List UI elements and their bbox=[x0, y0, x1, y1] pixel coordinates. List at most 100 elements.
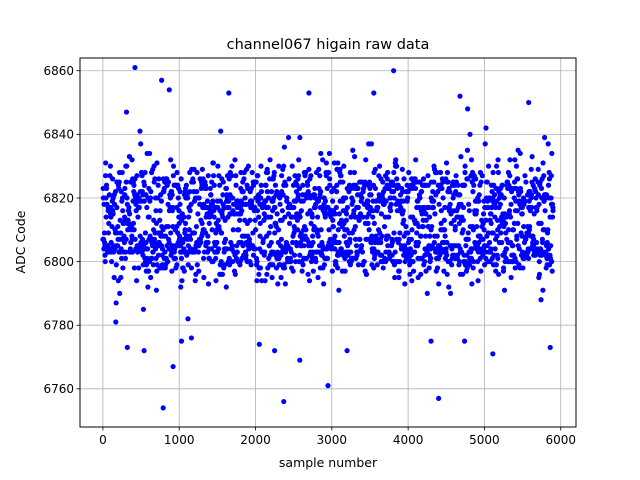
data-point bbox=[468, 157, 475, 163]
data-point bbox=[157, 208, 163, 214]
data-point bbox=[548, 173, 554, 179]
data-point bbox=[516, 246, 522, 252]
data-point bbox=[323, 160, 329, 166]
data-point bbox=[218, 128, 224, 134]
data-point bbox=[135, 214, 141, 220]
data-point bbox=[495, 255, 501, 262]
data-point bbox=[527, 223, 533, 230]
data-point bbox=[455, 182, 461, 188]
data-point bbox=[185, 316, 191, 322]
data-point bbox=[258, 189, 265, 195]
data-point bbox=[186, 227, 192, 233]
data-point bbox=[195, 249, 202, 255]
data-point bbox=[198, 239, 204, 246]
data-point bbox=[368, 239, 375, 246]
data-point bbox=[112, 189, 119, 195]
outlier-point bbox=[306, 90, 312, 96]
data-point bbox=[388, 208, 394, 214]
data-point bbox=[416, 223, 422, 230]
data-point bbox=[495, 271, 502, 277]
data-point bbox=[282, 281, 288, 287]
data-point bbox=[170, 163, 177, 169]
outlier-point bbox=[526, 99, 532, 106]
data-point bbox=[153, 287, 160, 293]
data-point bbox=[397, 230, 403, 236]
data-point bbox=[298, 208, 305, 214]
data-point bbox=[436, 281, 442, 287]
data-point bbox=[153, 208, 159, 214]
outlier-point bbox=[141, 348, 147, 354]
data-point bbox=[191, 230, 198, 236]
data-point bbox=[471, 182, 477, 188]
y-tick-label: 6860 bbox=[43, 64, 74, 78]
data-point bbox=[229, 243, 235, 249]
data-point bbox=[442, 227, 448, 233]
data-point bbox=[275, 281, 281, 287]
data-point bbox=[437, 169, 444, 176]
data-point bbox=[168, 157, 174, 163]
data-point bbox=[549, 214, 556, 220]
data-point bbox=[380, 265, 386, 271]
data-point bbox=[183, 182, 189, 188]
data-point bbox=[466, 262, 473, 268]
data-point bbox=[372, 166, 378, 172]
data-point bbox=[145, 268, 152, 274]
data-point bbox=[315, 274, 321, 281]
data-point bbox=[277, 262, 283, 268]
data-point bbox=[444, 169, 451, 176]
data-point bbox=[370, 208, 376, 214]
data-point bbox=[514, 236, 520, 242]
data-point bbox=[308, 173, 314, 179]
data-point bbox=[503, 246, 510, 252]
data-point bbox=[187, 189, 193, 195]
data-point bbox=[462, 182, 468, 188]
data-point bbox=[441, 217, 447, 223]
data-point bbox=[442, 233, 448, 239]
data-point bbox=[297, 252, 303, 258]
data-point bbox=[388, 201, 394, 207]
data-point bbox=[304, 182, 311, 188]
data-point bbox=[465, 230, 471, 236]
data-point bbox=[234, 249, 240, 255]
data-point bbox=[178, 255, 185, 262]
data-point bbox=[434, 233, 440, 239]
data-point bbox=[166, 239, 172, 246]
data-point bbox=[262, 278, 268, 284]
outlier-point bbox=[281, 398, 287, 405]
data-point bbox=[431, 239, 437, 246]
data-point bbox=[518, 189, 524, 195]
data-point bbox=[412, 185, 419, 192]
data-point bbox=[291, 252, 298, 258]
data-point bbox=[482, 262, 488, 268]
data-point bbox=[122, 185, 128, 192]
data-point bbox=[200, 255, 207, 262]
outlier-point bbox=[132, 64, 138, 71]
data-point bbox=[390, 189, 397, 195]
data-point bbox=[136, 265, 142, 271]
data-point bbox=[322, 214, 328, 220]
data-point bbox=[480, 211, 487, 217]
data-point bbox=[165, 179, 172, 185]
data-point bbox=[343, 195, 349, 201]
data-points bbox=[100, 64, 556, 411]
data-point bbox=[391, 169, 397, 176]
data-point bbox=[409, 278, 415, 284]
data-point bbox=[182, 227, 188, 233]
data-point bbox=[136, 204, 142, 211]
data-point bbox=[363, 271, 370, 277]
y-tick-label: 6820 bbox=[43, 191, 74, 205]
data-point bbox=[140, 306, 147, 312]
data-point bbox=[470, 227, 476, 233]
data-point bbox=[400, 198, 407, 204]
outlier-point bbox=[371, 90, 377, 96]
data-point bbox=[162, 249, 168, 255]
data-point bbox=[103, 195, 109, 201]
data-point bbox=[258, 195, 264, 201]
data-point bbox=[473, 176, 479, 182]
data-point bbox=[494, 217, 501, 223]
data-point bbox=[290, 268, 296, 274]
data-point bbox=[312, 185, 318, 192]
data-point bbox=[157, 217, 163, 223]
data-point bbox=[169, 192, 175, 198]
